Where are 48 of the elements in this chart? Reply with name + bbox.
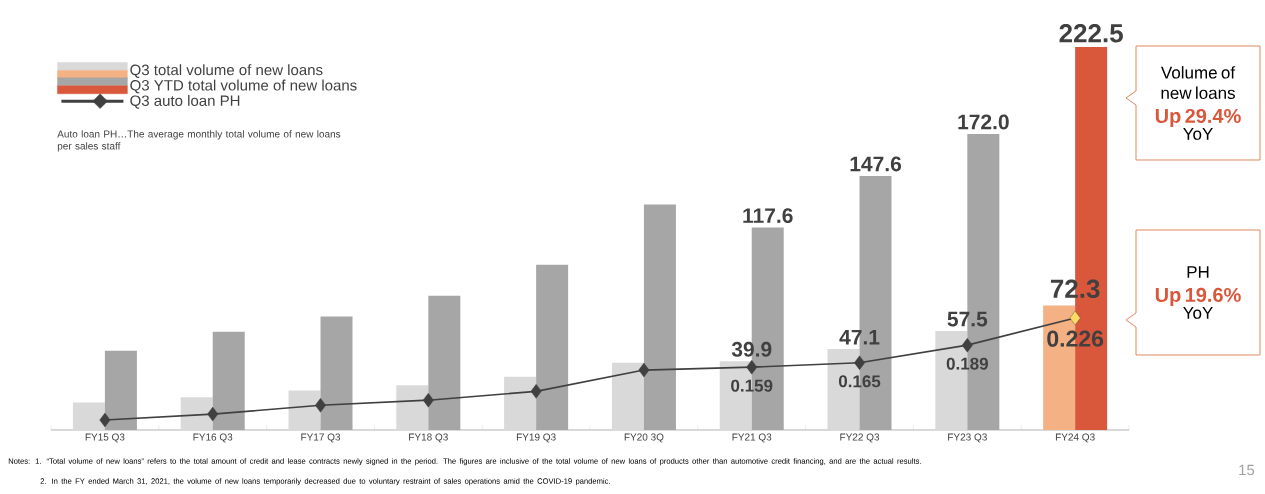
data-label: 172.0 xyxy=(958,114,1009,130)
data-label: 0.189 xyxy=(946,357,988,370)
point xyxy=(99,412,111,428)
point xyxy=(207,406,219,422)
text: YoY xyxy=(1183,306,1213,319)
x-tick-label: FY20 3Q xyxy=(624,433,664,443)
x-tick-label: FY15 Q3 xyxy=(85,433,125,443)
x-tick-label: FY18 Q3 xyxy=(409,433,448,443)
bar xyxy=(180,397,213,430)
text: Up 29.4% xyxy=(1155,108,1241,127)
x-tick-label: FY22 Q3 xyxy=(840,433,880,443)
data-label: 39.9 xyxy=(731,341,772,357)
x-tick-label: FY21 Q3 xyxy=(732,433,772,443)
text: Volume of new loans xyxy=(1160,66,1236,100)
legend-label: Q3 YTD total volume of new loans xyxy=(130,79,357,94)
data-label: 117.6 xyxy=(743,208,793,224)
bar xyxy=(72,402,105,430)
point xyxy=(422,392,434,408)
bar xyxy=(288,390,321,430)
data-label: 57.5 xyxy=(947,311,988,327)
data-label: 222.5 xyxy=(1059,24,1123,43)
data-label: 0.165 xyxy=(838,375,881,388)
point xyxy=(1069,310,1081,326)
bar xyxy=(611,362,644,430)
data-label: 0.226 xyxy=(1047,330,1104,347)
point xyxy=(638,362,650,378)
x-tick-label: FY24 Q3 xyxy=(1055,433,1095,443)
x-tick-label: FY19 Q3 xyxy=(516,433,556,443)
x-tick-label: FY17 Q3 xyxy=(301,433,341,443)
point xyxy=(854,355,865,370)
x-tick-label: FY16 Q3 xyxy=(193,433,233,443)
point xyxy=(746,359,758,375)
text: 15 xyxy=(1239,464,1255,476)
data-label: 0.159 xyxy=(731,379,773,392)
point xyxy=(961,337,973,353)
text: YoY xyxy=(1183,127,1213,140)
legend-label: Q3 auto loan PH xyxy=(130,94,240,109)
bar xyxy=(396,385,429,430)
x-tick-label: FY23 Q3 xyxy=(948,433,987,443)
data-label: 147.6 xyxy=(850,156,902,172)
text: Up 19.6% xyxy=(1155,287,1241,306)
point xyxy=(530,384,542,399)
text: PH xyxy=(1187,266,1209,278)
legend-label: Q3 total volume of new loans xyxy=(130,64,323,78)
annotation: Auto loan PH…The average monthly total volume of new loans per sales staff xyxy=(57,130,341,152)
point xyxy=(315,398,326,413)
bar xyxy=(504,376,537,430)
data-label: 47.1 xyxy=(839,329,880,345)
